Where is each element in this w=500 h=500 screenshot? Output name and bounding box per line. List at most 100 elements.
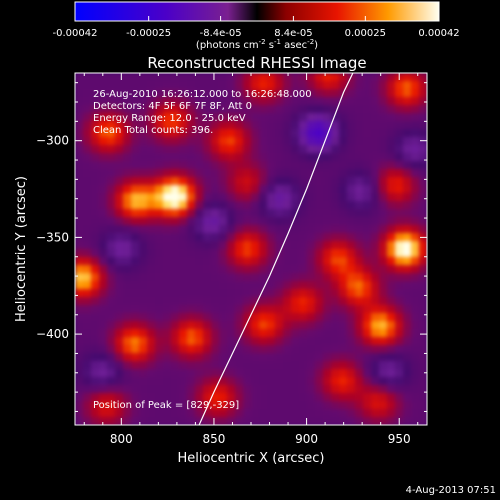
- heat-cell: [139, 81, 148, 90]
- heat-cell: [163, 209, 172, 218]
- heat-cell: [251, 217, 260, 226]
- heat-cell: [139, 249, 148, 258]
- heat-cell: [379, 153, 388, 162]
- heat-cell: [195, 137, 204, 146]
- heat-cell: [251, 201, 260, 210]
- heat-cell: [387, 265, 396, 274]
- heat-cell: [147, 385, 156, 394]
- heat-cell: [363, 81, 372, 90]
- heat-cell: [99, 409, 108, 418]
- heat-cell: [219, 393, 228, 402]
- heat-cell: [115, 169, 124, 178]
- heat-cell: [371, 201, 380, 210]
- heat-cell: [339, 161, 348, 170]
- heat-cell: [299, 177, 308, 186]
- heat-cell: [171, 225, 180, 234]
- heat-cell: [243, 89, 252, 98]
- heat-cell: [323, 113, 332, 122]
- heat-cell: [275, 305, 284, 314]
- heat-cell: [251, 369, 260, 378]
- heat-cell: [131, 273, 140, 282]
- heat-cell: [243, 273, 252, 282]
- heat-cell: [299, 89, 308, 98]
- heat-cell: [163, 321, 172, 330]
- heat-cell: [267, 161, 276, 170]
- heat-cell: [219, 145, 228, 154]
- heat-cell: [331, 385, 340, 394]
- heat-cell: [163, 369, 172, 378]
- heat-cell: [83, 369, 92, 378]
- heat-cell: [179, 369, 188, 378]
- heat-cell: [243, 385, 252, 394]
- heat-cell: [203, 345, 212, 354]
- heat-cell: [275, 137, 284, 146]
- heat-cell: [411, 193, 420, 202]
- heat-cell: [331, 297, 340, 306]
- heat-cell: [179, 185, 188, 194]
- heat-cell: [179, 209, 188, 218]
- heat-cell: [99, 273, 108, 282]
- heat-cell: [131, 97, 140, 106]
- heat-cell: [411, 225, 420, 234]
- heat-cell: [107, 265, 116, 274]
- heat-cell: [347, 305, 356, 314]
- heat-cell: [99, 225, 108, 234]
- heat-cell: [243, 297, 252, 306]
- heat-cell: [363, 385, 372, 394]
- heat-cell: [107, 145, 116, 154]
- heat-cell: [267, 401, 276, 410]
- heat-cell: [179, 201, 188, 210]
- heat-cell: [219, 289, 228, 298]
- heat-cell: [267, 153, 276, 162]
- heat-cell: [275, 281, 284, 290]
- heat-cell: [251, 233, 260, 242]
- heat-cell: [211, 353, 220, 362]
- heat-cell: [131, 337, 140, 346]
- heat-cell: [347, 289, 356, 298]
- heat-cell: [267, 113, 276, 122]
- heat-cell: [299, 353, 308, 362]
- heat-cell: [379, 209, 388, 218]
- heat-cell: [411, 129, 420, 138]
- heat-cell: [267, 193, 276, 202]
- heat-cell: [299, 241, 308, 250]
- heat-cell: [115, 81, 124, 90]
- heat-cell: [323, 185, 332, 194]
- heat-cell: [83, 305, 92, 314]
- heat-cell: [283, 289, 292, 298]
- heat-cell: [83, 121, 92, 130]
- heat-cell: [387, 161, 396, 170]
- heat-cell: [395, 217, 404, 226]
- heat-cell: [331, 273, 340, 282]
- heat-cell: [99, 113, 108, 122]
- heat-cell: [251, 361, 260, 370]
- heat-cell: [411, 377, 420, 386]
- heat-cell: [155, 257, 164, 266]
- heat-cell: [323, 401, 332, 410]
- heat-cell: [107, 377, 116, 386]
- heat-cell: [403, 169, 412, 178]
- heat-cell: [115, 249, 124, 258]
- heat-cell: [219, 129, 228, 138]
- heat-cell: [323, 177, 332, 186]
- heat-cell: [419, 337, 427, 346]
- heat-cell: [259, 233, 268, 242]
- heat-cell: [91, 297, 100, 306]
- heat-cell: [139, 233, 148, 242]
- heat-cell: [235, 289, 244, 298]
- heat-cell: [307, 361, 316, 370]
- heat-cell: [83, 417, 92, 425]
- heat-cell: [371, 177, 380, 186]
- heat-cell: [123, 353, 132, 362]
- heat-cell: [299, 281, 308, 290]
- heat-cell: [411, 361, 420, 370]
- heat-cell: [123, 417, 132, 425]
- heat-cell: [283, 417, 292, 425]
- heat-cell: [283, 401, 292, 410]
- heat-cell: [179, 137, 188, 146]
- heat-cell: [387, 145, 396, 154]
- heat-cell: [387, 225, 396, 234]
- heat-cell: [331, 81, 340, 90]
- heat-cell: [387, 385, 396, 394]
- heat-cell: [307, 321, 316, 330]
